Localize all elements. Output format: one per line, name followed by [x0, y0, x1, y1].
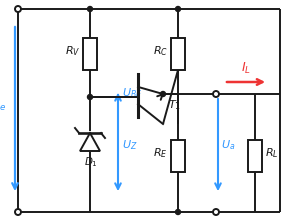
Bar	[171, 140, 185, 172]
Circle shape	[214, 210, 218, 214]
Circle shape	[16, 7, 20, 11]
Circle shape	[176, 209, 181, 215]
Bar	[83, 38, 97, 70]
Circle shape	[214, 92, 218, 96]
Text: $D_1$: $D_1$	[84, 155, 98, 169]
Text: $U_a$: $U_a$	[221, 138, 235, 152]
Circle shape	[16, 210, 20, 214]
Text: $R_C$: $R_C$	[153, 44, 168, 58]
Bar	[171, 38, 185, 70]
Text: $I_L$: $I_L$	[241, 61, 251, 76]
Text: $T_1$: $T_1$	[168, 98, 181, 112]
Bar	[248, 140, 262, 172]
Text: $R_L$: $R_L$	[265, 146, 279, 160]
Circle shape	[161, 91, 166, 97]
Text: $R_E$: $R_E$	[153, 146, 168, 160]
Text: $U_Z$: $U_Z$	[122, 138, 138, 152]
Circle shape	[88, 6, 92, 11]
Circle shape	[176, 6, 181, 11]
Text: $U_e$: $U_e$	[0, 98, 6, 113]
Text: $U_{BE}$: $U_{BE}$	[122, 87, 142, 100]
Polygon shape	[80, 133, 100, 151]
Circle shape	[88, 95, 92, 99]
Text: $R_V$: $R_V$	[65, 44, 80, 58]
